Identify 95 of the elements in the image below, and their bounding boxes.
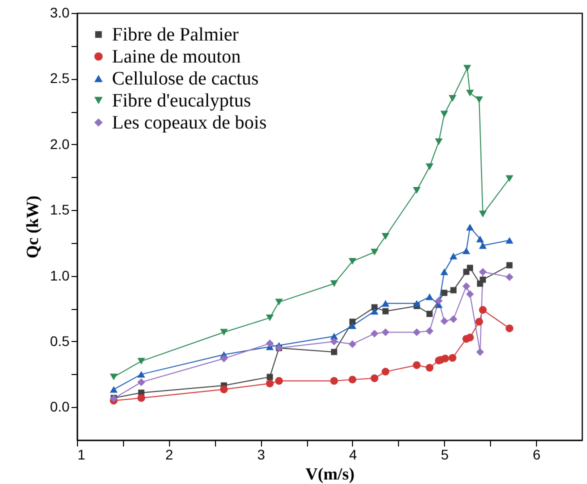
point: [382, 233, 390, 240]
point: [348, 258, 356, 265]
point: [506, 324, 514, 332]
point: [137, 370, 146, 378]
point: [275, 298, 283, 306]
point: [412, 300, 421, 307]
x-tick-label: 6: [532, 446, 541, 462]
point: [441, 290, 448, 296]
x-tick-label: 4: [349, 446, 358, 462]
point: [434, 138, 443, 146]
point: [440, 268, 448, 276]
point: [466, 90, 474, 96]
point: [266, 380, 274, 388]
point: [434, 296, 443, 305]
y-axis-title: Qc (kW): [23, 196, 42, 258]
point: [266, 314, 274, 322]
legend-label: Cellulose de cactus: [112, 68, 259, 90]
point: [426, 293, 434, 300]
y-tick-label: 0.0: [50, 398, 70, 415]
point: [475, 96, 484, 104]
point: [478, 306, 487, 314]
point: [382, 368, 390, 376]
point: [448, 354, 456, 362]
point: [506, 262, 513, 268]
point: [426, 163, 434, 170]
point: [506, 273, 514, 281]
point: [476, 236, 484, 242]
point: [412, 361, 421, 369]
point: [478, 268, 487, 276]
point: [478, 210, 487, 218]
y-tick-label: 2.5: [50, 70, 70, 86]
x-tick-label: 5: [440, 446, 449, 462]
point: [466, 334, 474, 342]
point: [466, 290, 474, 298]
point: [440, 110, 448, 118]
point: [466, 264, 474, 271]
point: [463, 64, 472, 72]
point: [137, 358, 146, 365]
point: [266, 374, 273, 380]
point: [480, 276, 486, 283]
point: [330, 338, 338, 346]
point: [137, 378, 146, 386]
legend-label: Fibre de Palmier: [112, 24, 240, 46]
point: [370, 330, 378, 338]
point: [412, 328, 421, 336]
point: [450, 252, 458, 260]
point: [382, 328, 390, 336]
point: [137, 394, 146, 402]
legend-label: Les copeaux de bois: [112, 112, 267, 134]
y-tick-label: 2.0: [50, 136, 70, 152]
point: [426, 327, 434, 335]
point: [110, 374, 118, 380]
point: [475, 318, 484, 326]
point: [462, 282, 470, 290]
point: [330, 280, 338, 288]
point: [426, 310, 433, 317]
point: [441, 354, 450, 362]
x-axis-title: V(m/s): [305, 464, 355, 484]
point: [266, 340, 274, 348]
point: [506, 175, 514, 182]
point: [370, 374, 378, 382]
point: [382, 300, 390, 307]
x-tick-label: 3: [257, 446, 266, 462]
point: [448, 95, 456, 102]
point: [412, 187, 421, 194]
point: [348, 340, 356, 348]
point: [450, 315, 458, 323]
legend-label: Laine de mouton: [112, 46, 242, 68]
point: [110, 386, 118, 393]
point: [382, 308, 389, 314]
point: [220, 354, 228, 362]
point: [275, 377, 283, 385]
y-tick-label: 0.5: [50, 332, 70, 349]
point: [426, 364, 434, 372]
point: [478, 242, 487, 249]
point: [220, 328, 228, 336]
point: [506, 236, 514, 244]
point: [476, 348, 484, 356]
legend-label: Fibre d'eucalyptus: [112, 90, 252, 112]
point: [450, 287, 457, 294]
point: [220, 386, 228, 394]
point: [330, 348, 338, 356]
point: [348, 376, 356, 384]
point: [370, 248, 378, 256]
point: [370, 308, 378, 315]
point: [466, 224, 474, 231]
y-tick-label: 1.5: [50, 202, 70, 218]
point: [440, 317, 448, 325]
x-tick-label: 2: [165, 446, 174, 462]
point: [330, 377, 338, 385]
x-tick-label: 1: [78, 446, 86, 462]
point: [462, 247, 470, 254]
point: [348, 322, 356, 330]
y-tick-label: 1.0: [50, 267, 70, 284]
y-tick-label: 3.0: [50, 4, 70, 20]
